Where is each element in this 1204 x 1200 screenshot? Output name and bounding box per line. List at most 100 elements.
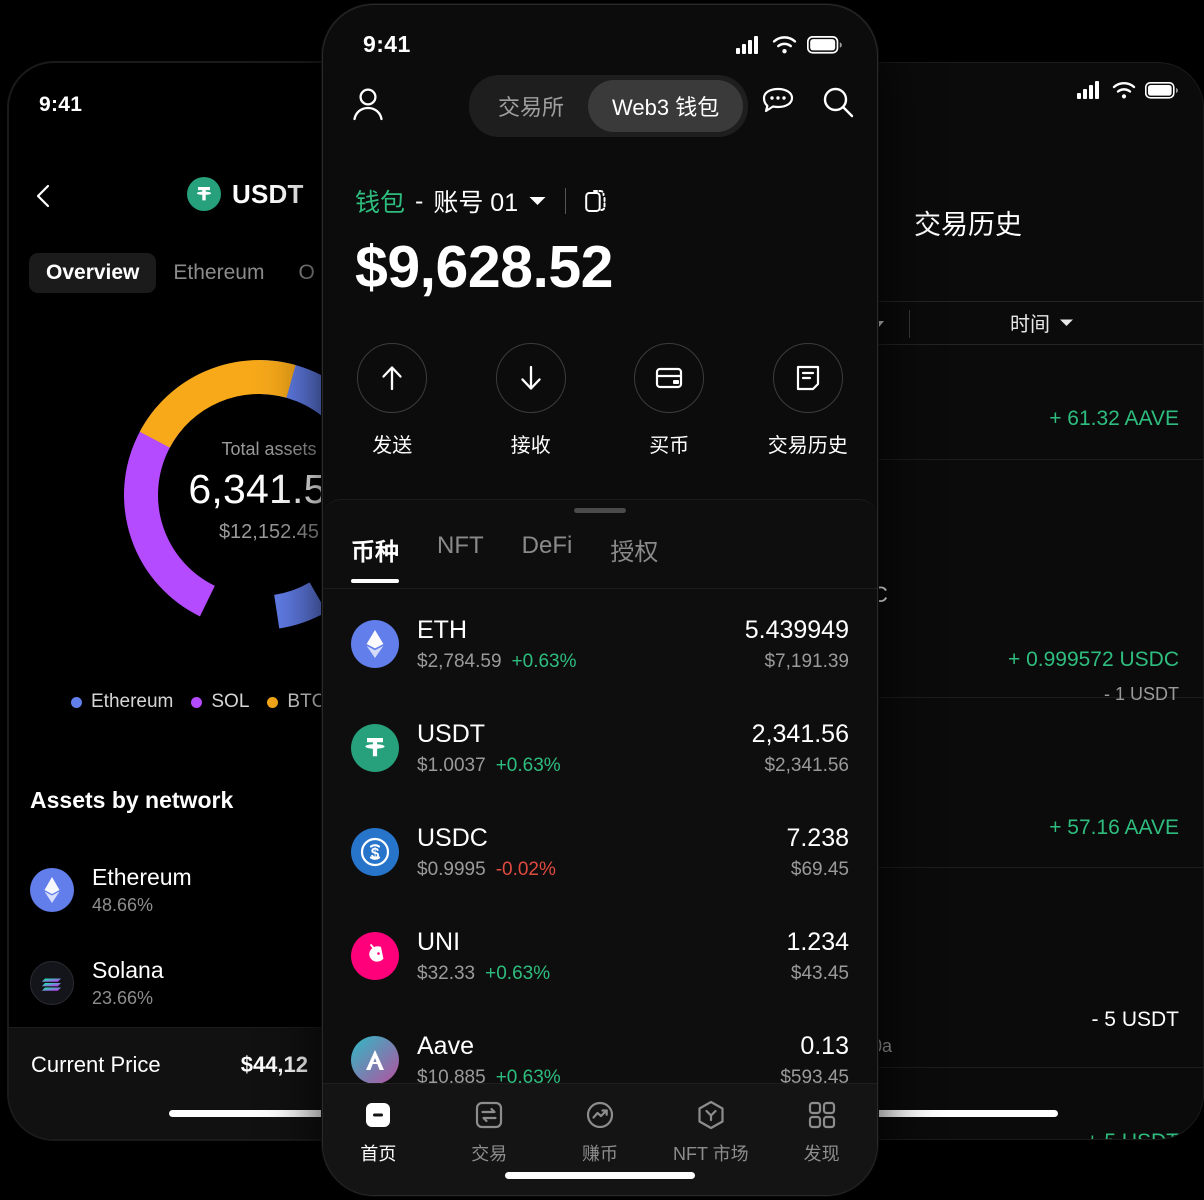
- tx-sub-amount: - 1 USDT: [1103, 684, 1179, 704]
- coin-change: +0.63%: [511, 650, 577, 672]
- assets-donut-chart: Total assets 6,341.56 $12,152.45: [9, 339, 330, 649]
- home-indicator: [876, 1110, 1058, 1117]
- tx-hash: C: [876, 582, 888, 608]
- arrow-up-icon: [357, 343, 428, 413]
- legend-dot-btc: [267, 696, 279, 708]
- tab-discover[interactable]: 发现: [766, 1098, 877, 1166]
- legend-item-ethereum: Ethereum: [71, 691, 173, 713]
- chevron-down-icon[interactable]: [528, 195, 547, 207]
- exchange-icon: [472, 1098, 506, 1132]
- donut-legend: Ethereum SOL BTC: [71, 691, 325, 713]
- copy-icon[interactable]: [584, 187, 610, 215]
- list-item[interactable]: Aave $10.885 +0.63% 0.13 $593.45: [323, 1008, 877, 1103]
- network-row-ethereum[interactable]: Ethereum 48.66%: [30, 843, 330, 936]
- discover-icon: [805, 1098, 839, 1132]
- list-item[interactable]: ETH $2,784.59 +0.63% 5.439949 $7,191.39: [323, 592, 877, 696]
- table-row[interactable]: - 5 USDT 0a: [876, 868, 1203, 1068]
- table-row[interactable]: + 57.16 AAVE: [876, 698, 1203, 868]
- sheet-grabber[interactable]: [574, 508, 626, 513]
- action-history[interactable]: 交易历史: [739, 343, 878, 458]
- ethereum-icon: [30, 867, 74, 912]
- legend-label-ethereum: Ethereum: [91, 691, 174, 712]
- sheet-tab-tokens[interactable]: 币种: [351, 532, 399, 583]
- left-phone-usdt-overview: 9:41 USDT Overview Ethereum O: [8, 62, 330, 1140]
- sheet-tab-strip: 币种 NFT DeFi 授权: [351, 532, 877, 583]
- segment-exchange[interactable]: 交易所: [498, 95, 565, 120]
- segmented-control: 交易所 Web3 钱包: [469, 75, 749, 137]
- person-icon[interactable]: [349, 85, 387, 125]
- chat-icon[interactable]: [761, 86, 795, 118]
- tab-other[interactable]: O: [298, 261, 315, 284]
- assets-sheet: 币种 NFT DeFi 授权 ETH $2,784.59: [323, 499, 877, 1195]
- donut-svg: [123, 360, 330, 630]
- action-buy[interactable]: 买币: [600, 343, 739, 458]
- action-send[interactable]: 发送: [323, 343, 462, 458]
- tab-label: 交易: [471, 1144, 508, 1164]
- coin-price: $2,784.59: [417, 650, 502, 672]
- coin-change: +0.63%: [495, 754, 561, 776]
- sheet-tab-defi[interactable]: DeFi: [521, 532, 573, 559]
- action-label: 发送: [372, 435, 413, 457]
- tab-label: 发现: [803, 1144, 840, 1164]
- tx-amount: + 57.16 AAVE: [1049, 816, 1179, 839]
- search-icon[interactable]: [821, 85, 855, 119]
- svg-text:$: $: [371, 845, 380, 862]
- tab-ethereum[interactable]: Ethereum: [173, 261, 265, 284]
- coin-amount: 7.238: [786, 823, 849, 852]
- right-phone-transaction-history: 交易历史 时间 + 61.32 AAVE ): [876, 62, 1204, 1140]
- legend-dot-sol: [191, 696, 203, 708]
- sheet-tab-approvals[interactable]: 授权: [610, 539, 659, 566]
- battery-icon: [1145, 81, 1179, 99]
- home-indicator: [505, 1172, 695, 1179]
- tab-nft-market[interactable]: NFT 市场: [655, 1098, 766, 1166]
- ethereum-icon: [351, 620, 399, 668]
- coin-value: $593.45: [780, 1066, 849, 1088]
- left-status-bar: 9:41: [9, 79, 330, 116]
- coin-value: $2,341.56: [764, 754, 849, 776]
- usdt-icon: [187, 177, 221, 211]
- table-row[interactable]: + 61.32 AAVE ): [876, 345, 1203, 475]
- segment-web3-wallet[interactable]: Web3 钱包: [588, 80, 744, 132]
- filter-time[interactable]: 时间: [1010, 308, 1074, 337]
- table-row[interactable]: C + 0.999572 USDC - 1 USDT: [876, 460, 1203, 704]
- action-receive[interactable]: 接收: [462, 343, 601, 458]
- filter-divider: [909, 310, 910, 338]
- home-indicator: [169, 1110, 330, 1117]
- chevron-left-icon[interactable]: [29, 181, 59, 211]
- arrow-down-icon: [495, 343, 566, 413]
- list-item[interactable]: UNI $32.33 +0.63% 1.234 $43.45: [323, 904, 877, 1008]
- table-row[interactable]: + 5 USDT ba86: [876, 1068, 1203, 1139]
- wallet-dash: -: [415, 186, 424, 215]
- tab-earn[interactable]: 赚币: [545, 1098, 656, 1166]
- coin-price: $32.33: [417, 962, 476, 984]
- coin-price: $0.9995: [417, 858, 486, 880]
- coin-value: $69.45: [790, 858, 849, 880]
- legend-item-sol: SOL: [191, 691, 249, 713]
- network-row-solana[interactable]: Solana 23.66%: [30, 936, 330, 1029]
- wifi-icon: [1112, 81, 1136, 99]
- list-item[interactable]: $ USDC $0.9995 -0.02% 7.238 $: [323, 800, 877, 904]
- coin-amount: 2,341.56: [751, 719, 849, 748]
- coin-amount: 5.439949: [744, 615, 849, 644]
- tx-amount: + 0.999572 USDC: [1007, 648, 1179, 671]
- signal-icon: [736, 35, 762, 54]
- aave-icon: [351, 1036, 399, 1084]
- tab-home[interactable]: 首页: [323, 1098, 434, 1166]
- sheet-tab-nft[interactable]: NFT: [437, 532, 484, 559]
- network-percent: 48.66%: [92, 894, 154, 915]
- transaction-list: + 61.32 AAVE ) C + 0.999572 USDC - 1 USD…: [876, 345, 1203, 1139]
- status-clock: 9:41: [39, 93, 83, 116]
- list-item[interactable]: USDT $1.0037 +0.63% 2,341.56 $2,341.56: [323, 696, 877, 800]
- nft-icon: [694, 1098, 728, 1132]
- wallet-selector[interactable]: 钱包 - 账号 01: [355, 183, 610, 219]
- tab-overview[interactable]: Overview: [29, 253, 157, 293]
- left-tab-strip: Overview Ethereum O: [29, 253, 330, 293]
- home-icon: [361, 1098, 395, 1132]
- coin-change: +0.63%: [485, 962, 551, 984]
- usdc-icon: $: [351, 828, 399, 876]
- filter-caret-icon[interactable]: [876, 319, 886, 329]
- coin-change: -0.02%: [495, 858, 556, 880]
- current-price-bar: Current Price $44,12: [9, 1027, 330, 1139]
- tab-trade[interactable]: 交易: [434, 1098, 545, 1166]
